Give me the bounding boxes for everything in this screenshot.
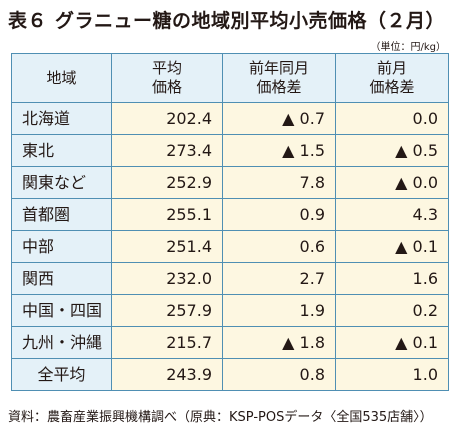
header-avg-price: 平均 価格 xyxy=(111,53,223,103)
yoy-diff-cell: ▲ 1.5 xyxy=(222,134,336,167)
price-cell: 243.9 xyxy=(111,358,223,391)
mom-diff-cell: 1.0 xyxy=(335,358,449,391)
header-row: 地域 平均 価格 前年同月 価格差 前月 価格差 xyxy=(11,53,449,103)
region-cell: 全平均 xyxy=(11,358,112,391)
price-cell: 257.9 xyxy=(111,294,223,327)
mom-diff-cell: ▲ 0.0 xyxy=(335,166,449,199)
table-number: 表６ xyxy=(8,10,48,32)
header-mom-line2: 価格差 xyxy=(369,78,415,96)
region-cell: 中国・四国 xyxy=(11,294,112,327)
table-row: 中部 251.4 0.6 ▲ 0.1 xyxy=(11,230,449,263)
yoy-diff-cell: ▲ 0.7 xyxy=(222,102,336,135)
table-row: 中国・四国 257.9 1.9 0.2 xyxy=(11,294,449,327)
price-cell: 215.7 xyxy=(111,326,223,359)
header-avg-price-line2: 価格 xyxy=(151,78,182,96)
header-region-line1: 地域 xyxy=(46,68,77,87)
table-row: 北海道 202.4 ▲ 0.7 0.0 xyxy=(11,102,449,135)
yoy-diff-cell: 7.8 xyxy=(222,166,336,199)
price-cell: 202.4 xyxy=(111,102,223,135)
yoy-diff-cell: 0.8 xyxy=(222,358,336,391)
mom-diff-cell: 0.2 xyxy=(335,294,449,327)
price-cell: 232.0 xyxy=(111,262,223,295)
mom-diff-cell: 0.0 xyxy=(335,102,449,135)
yoy-diff-cell: ▲ 1.8 xyxy=(222,326,336,359)
price-cell: 255.1 xyxy=(111,198,223,231)
region-cell: 関東など xyxy=(11,166,112,199)
table-row: 関東など 252.9 7.8 ▲ 0.0 xyxy=(11,166,449,199)
document-title: 表６ グラニュー糖の地域別平均小売価格（２月） xyxy=(8,6,445,33)
table-row: 東北 273.4 ▲ 1.5 ▲ 0.5 xyxy=(11,134,449,167)
header-yoy-line2: 価格差 xyxy=(256,78,302,96)
price-table: 地域 平均 価格 前年同月 価格差 前月 価格差 北海道 202.4 ▲ 0.7 0.… xyxy=(11,53,449,391)
mom-diff-cell: 4.3 xyxy=(335,198,449,231)
yoy-diff-cell: 0.6 xyxy=(222,230,336,263)
header-mom-line1: 前月 xyxy=(376,59,407,78)
region-cell: 関西 xyxy=(11,262,112,295)
table-row: 関西 232.0 2.7 1.6 xyxy=(11,262,449,295)
region-cell: 北海道 xyxy=(11,102,112,135)
table-row: 首都圏 255.1 0.9 4.3 xyxy=(11,198,449,231)
region-cell: 中部 xyxy=(11,230,112,263)
header-avg-price-line1: 平均 xyxy=(151,59,182,78)
price-cell: 251.4 xyxy=(111,230,223,263)
region-cell: 東北 xyxy=(11,134,112,167)
yoy-diff-cell: 0.9 xyxy=(222,198,336,231)
table-row: 九州・沖縄 215.7 ▲ 1.8 ▲ 0.1 xyxy=(11,326,449,359)
mom-diff-cell: ▲ 0.1 xyxy=(335,326,449,359)
price-cell: 252.9 xyxy=(111,166,223,199)
table-title-text: グラニュー糖の地域別平均小売価格（２月） xyxy=(55,10,446,32)
header-yoy-diff: 前年同月 価格差 xyxy=(222,53,336,103)
unit-note: （単位：円/kg） xyxy=(370,42,446,53)
table-row-overall-average: 全平均 243.9 0.8 1.0 xyxy=(11,358,449,391)
region-cell: 首都圏 xyxy=(11,198,112,231)
header-mom-diff: 前月 価格差 xyxy=(335,53,449,103)
price-cell: 273.4 xyxy=(111,134,223,167)
yoy-diff-cell: 2.7 xyxy=(222,262,336,295)
mom-diff-cell: 1.6 xyxy=(335,262,449,295)
mom-diff-cell: ▲ 0.5 xyxy=(335,134,449,167)
header-yoy-line1: 前年同月 xyxy=(248,59,309,78)
source-note: 資料：農畜産業振興機構調べ（原典：KSP-POSデータ〈全国535店舗〉） xyxy=(8,410,433,425)
region-cell: 九州・沖縄 xyxy=(11,326,112,359)
mom-diff-cell: ▲ 0.1 xyxy=(335,230,449,263)
yoy-diff-cell: 1.9 xyxy=(222,294,336,327)
header-region: 地域 xyxy=(11,53,112,103)
